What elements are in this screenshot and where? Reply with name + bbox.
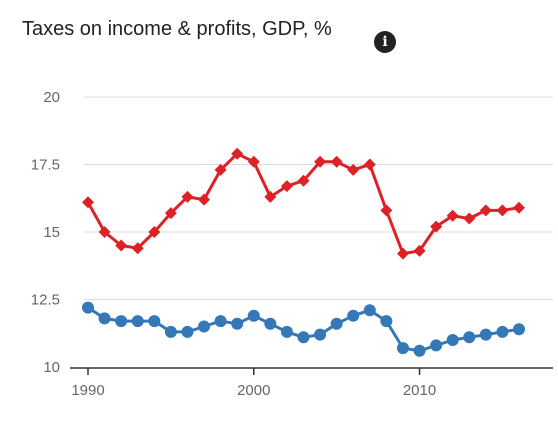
data-point [496, 325, 509, 338]
data-point [314, 155, 327, 168]
data-point [231, 317, 244, 330]
series-1 [82, 147, 525, 260]
series-line [86, 152, 520, 256]
data-point [396, 342, 409, 355]
data-point [446, 209, 459, 222]
y-tick-label: 17.5 [31, 157, 60, 174]
data-point [463, 212, 476, 225]
data-point [496, 204, 509, 217]
y-tick-label: 10 [43, 359, 60, 376]
data-point [463, 331, 476, 344]
data-point [231, 147, 244, 160]
info-icon[interactable]: i [374, 31, 396, 53]
y-tick-label: 20 [43, 89, 60, 106]
data-point [82, 196, 94, 209]
x-axis: 1990 2000 2010 [70, 367, 553, 399]
y-axis-ticks: 20 17.5 15 12.5 10 [31, 89, 60, 376]
data-point [198, 193, 211, 206]
data-point [280, 180, 293, 193]
x-tick-label: 2000 [237, 382, 270, 399]
x-tick-label: 1990 [71, 382, 104, 399]
data-point [446, 334, 459, 346]
data-point [430, 339, 443, 352]
series-group [82, 147, 525, 357]
data-point [148, 226, 161, 238]
data-point [115, 315, 128, 328]
data-point [198, 320, 211, 333]
data-point [164, 325, 177, 338]
data-point [380, 315, 393, 328]
gridlines [84, 96, 553, 300]
data-point [330, 155, 343, 168]
data-point [148, 315, 161, 328]
data-point [247, 155, 260, 168]
series-2 [82, 301, 525, 357]
data-point [98, 312, 111, 325]
data-point [363, 158, 376, 171]
data-point [413, 244, 426, 257]
data-point [181, 325, 194, 338]
y-tick-label: 12.5 [31, 292, 60, 309]
data-point [479, 328, 492, 341]
data-point [380, 204, 393, 217]
data-point [396, 247, 409, 260]
data-point [131, 242, 144, 255]
data-point [297, 331, 310, 344]
chart-title: Taxes on income & profits, GDP, % [22, 18, 332, 40]
data-point [314, 328, 327, 341]
data-point [164, 207, 177, 220]
data-point [430, 220, 443, 233]
data-point [363, 304, 376, 317]
data-point [181, 190, 194, 203]
data-point [82, 301, 94, 314]
data-point [330, 317, 343, 330]
data-point [280, 325, 293, 338]
data-point [214, 163, 227, 176]
data-point [347, 163, 360, 176]
data-point [513, 323, 525, 336]
data-point [347, 309, 360, 322]
data-point [479, 204, 492, 217]
data-point [264, 190, 277, 203]
data-point [131, 315, 144, 328]
data-point [264, 317, 277, 330]
x-tick-label: 2010 [403, 382, 436, 399]
data-point [98, 226, 111, 238]
data-point [513, 201, 525, 214]
data-point [247, 309, 260, 322]
data-point [413, 344, 426, 357]
data-point [115, 239, 128, 252]
data-point [297, 174, 310, 187]
data-point [214, 315, 227, 328]
y-tick-label: 15 [43, 224, 60, 241]
